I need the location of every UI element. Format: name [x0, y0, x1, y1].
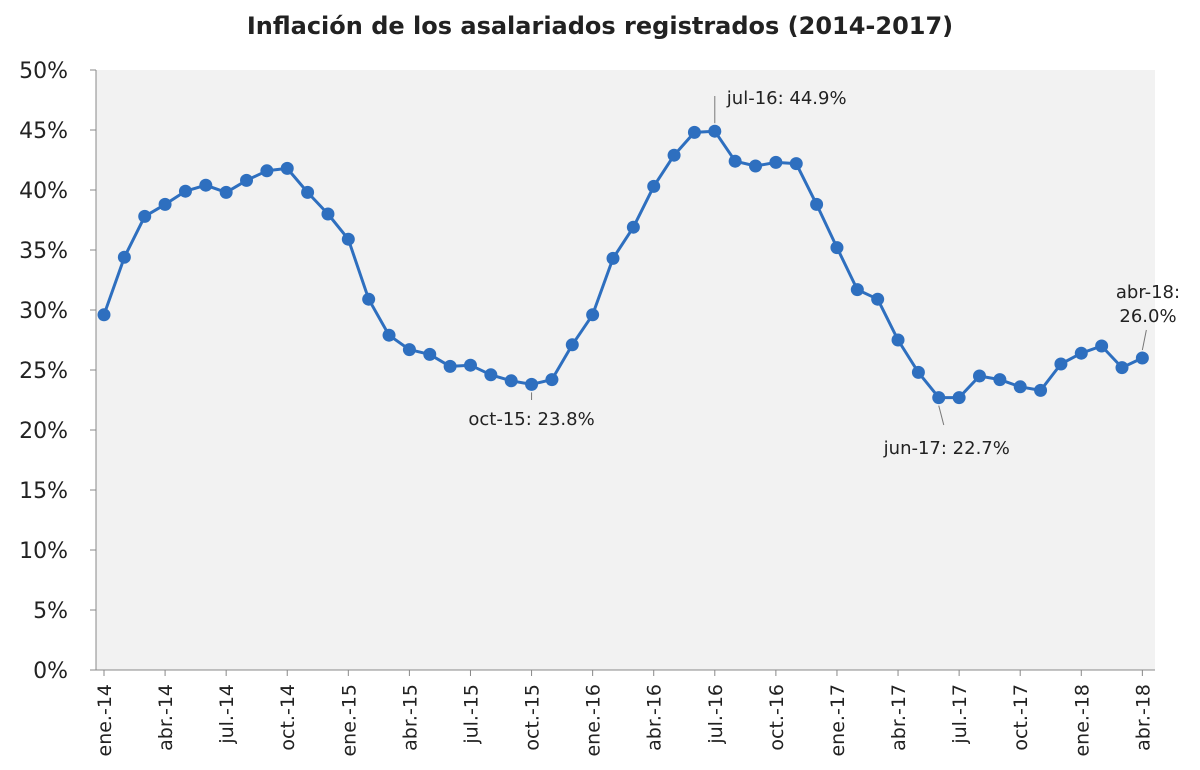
x-tick-label: ene.-18: [1071, 684, 1093, 757]
y-tick-label: 50%: [19, 59, 68, 84]
data-point: [443, 359, 457, 373]
x-tick-label: abr.-16: [644, 684, 666, 751]
data-point: [1013, 380, 1027, 394]
data-point: [932, 391, 946, 405]
x-tick-label: oct.-14: [277, 684, 299, 751]
y-tick-label: 35%: [19, 239, 68, 264]
data-point: [525, 377, 539, 391]
x-tick-label: ene.-16: [583, 684, 605, 757]
annotation-leader-abr-18: [1141, 329, 1147, 351]
x-tick-label: abr.-18: [1132, 684, 1154, 751]
series-points: [97, 124, 1149, 405]
x-tick-label: jul.-14: [216, 684, 238, 745]
data-point: [626, 220, 640, 234]
data-point: [993, 373, 1007, 387]
data-point: [972, 369, 986, 383]
data-point: [321, 207, 335, 221]
annotation-jun-17: jun-17: 22.7%: [883, 438, 1010, 459]
annotation-jul-16: jul-16: 44.9%: [726, 88, 847, 109]
x-tick-label: ene.-14: [94, 684, 116, 757]
annotation-abr-18-value: 26.0%: [1119, 306, 1176, 327]
data-point: [667, 148, 681, 162]
x-tick-label: oct.-16: [766, 684, 788, 751]
y-tick-label: 5%: [33, 599, 68, 624]
data-point: [423, 347, 437, 361]
x-tick-label: abr.-17: [888, 684, 910, 751]
y-tick-label: 25%: [19, 359, 68, 384]
data-point: [463, 358, 477, 372]
y-tick-label: 45%: [19, 119, 68, 144]
data-point: [1074, 346, 1088, 360]
x-tick-label: ene.-15: [338, 684, 360, 757]
data-point: [708, 124, 722, 138]
data-point: [1054, 357, 1068, 371]
y-tick-label: 0%: [33, 659, 68, 684]
plot-area: [96, 70, 1155, 670]
x-axis-ticks: ene.-14 abr.-14 jul.-14 oct.-14 ene.-15 abr.-…: [94, 670, 1154, 757]
x-tick-label: jul.-16: [705, 684, 727, 745]
y-axis-ticks: 0% 5% 10% 15% 20% 25% 30% 35% 40% 45% 50%: [19, 59, 96, 684]
data-point: [871, 292, 885, 306]
data-point: [158, 197, 172, 211]
data-point: [565, 338, 579, 352]
data-point: [97, 308, 111, 322]
data-point: [138, 209, 152, 223]
series-line: [102, 129, 1144, 400]
annotations: jul-16: 44.9% oct-15: 23.8% jun-17: 22.7…: [468, 88, 1180, 459]
data-point: [810, 197, 824, 211]
x-tick-label: oct.-15: [522, 684, 544, 751]
data-point: [545, 373, 559, 387]
y-tick-label: 20%: [19, 419, 68, 444]
y-tick-label: 10%: [19, 539, 68, 564]
x-tick-label: oct.-17: [1010, 684, 1032, 751]
data-point: [199, 178, 213, 192]
data-point: [830, 241, 844, 255]
data-point: [219, 185, 233, 199]
data-point: [484, 368, 498, 382]
data-point: [178, 184, 192, 198]
y-tick-label: 40%: [19, 179, 68, 204]
data-point: [260, 164, 274, 178]
data-point: [117, 250, 131, 264]
data-point: [301, 185, 315, 199]
data-point: [687, 125, 701, 139]
data-point: [504, 374, 518, 388]
data-point: [341, 232, 355, 246]
data-point: [1095, 339, 1109, 353]
data-point: [240, 173, 254, 187]
data-point: [586, 308, 600, 322]
x-tick-label: abr.-14: [155, 684, 177, 751]
y-tick-label: 15%: [19, 479, 68, 504]
annotation-oct-15: oct-15: 23.8%: [468, 409, 594, 430]
data-point: [728, 154, 742, 168]
chart-title: Inflación de los asalariados registrados…: [246, 12, 954, 40]
x-tick-label: ene.-17: [827, 684, 849, 757]
data-point: [362, 292, 376, 306]
data-point: [280, 161, 294, 175]
data-point: [606, 251, 620, 265]
data-point: [1034, 383, 1048, 397]
data-point: [382, 328, 396, 342]
x-tick-label: jul.-17: [949, 684, 971, 745]
data-point: [952, 391, 966, 405]
x-tick-label: abr.-15: [399, 684, 421, 751]
data-point: [769, 155, 783, 169]
annotation-leader-jun-17: [938, 405, 945, 426]
annotation-abr-18-label: abr-18:: [1116, 282, 1180, 303]
data-point: [1135, 351, 1149, 365]
data-point: [1115, 361, 1129, 375]
data-point: [891, 333, 905, 347]
y-tick-label: 30%: [19, 299, 68, 324]
x-tick-label: jul.-15: [460, 684, 482, 745]
data-point: [850, 283, 864, 297]
data-point: [749, 159, 763, 173]
data-point: [789, 157, 803, 171]
data-point: [911, 365, 925, 379]
data-point: [647, 179, 661, 193]
data-point: [402, 343, 416, 357]
